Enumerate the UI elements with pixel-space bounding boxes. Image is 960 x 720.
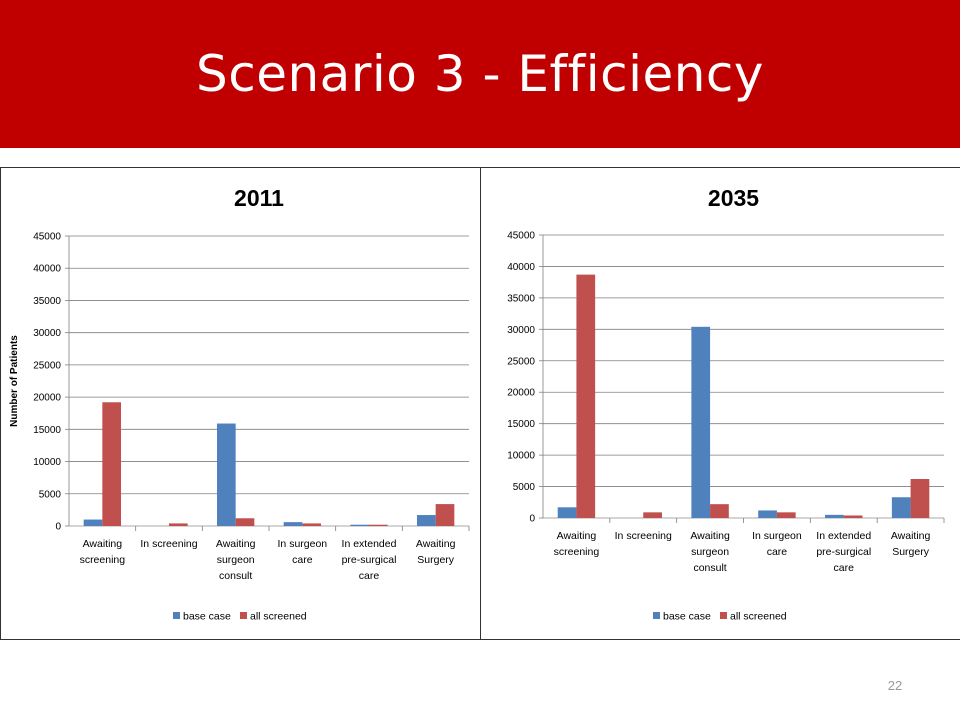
y-tick-label: 5000 — [513, 482, 536, 493]
bar-all-screened — [910, 479, 930, 518]
chart-panel-2011: 2011 Number of Patients 0 5000 10000 15000 200… — [0, 167, 481, 640]
x-tick-label-line: consult — [693, 562, 726, 574]
x-tick-label-line: care — [767, 546, 788, 558]
y-tick-label: 25000 — [507, 356, 535, 367]
y-tick-label: 20000 — [507, 388, 535, 399]
y-axis-label: Number of Patients — [9, 335, 20, 427]
bar-base-case — [825, 514, 844, 518]
legend-swatch — [653, 612, 660, 619]
bar-all-screened — [643, 512, 662, 518]
bar-base-case — [217, 423, 236, 526]
x-tick-label-line: In screening — [615, 530, 672, 542]
x-tick-label: Awaiting surgeon consult — [216, 538, 256, 582]
x-tick-label-line: Awaiting — [216, 538, 256, 550]
bar-base-case — [350, 524, 369, 526]
bar-all-screened — [576, 274, 596, 518]
x-tick-label-line: Surgery — [417, 554, 455, 566]
x-tick-label-line: In surgeon — [278, 538, 328, 550]
legend-swatch — [720, 612, 727, 619]
chart-2035: 2035 0 5000 10000 15000 20000 25000 30000 35000 4… — [507, 185, 945, 623]
x-tick-label: In surgeon care — [278, 538, 328, 566]
y-tick-label: 35000 — [33, 296, 61, 307]
y-tick-label: 0 — [55, 522, 61, 533]
y-tick-label: 15000 — [507, 419, 535, 430]
slide-title: Scenario 3 - Efficiency — [196, 45, 764, 103]
legend-swatch — [173, 612, 180, 619]
y-tick-label: 0 — [529, 514, 535, 525]
x-tick-label-line: pre-surgical — [816, 546, 871, 558]
x-tick-label-line: screening — [554, 546, 600, 558]
x-tick-label-line: Awaiting — [416, 538, 456, 550]
chart-title: 2011 — [234, 185, 284, 211]
x-tick-label-line: care — [359, 570, 380, 582]
x-tick-label-line: Awaiting — [891, 530, 931, 542]
x-tick-label-line: care — [292, 554, 313, 566]
x-tick-label-line: care — [834, 562, 855, 574]
legend-label: base case — [183, 611, 231, 623]
chart-panel-2035: 2035 0 5000 10000 15000 20000 25000 30000 35000 4… — [481, 167, 960, 640]
chart-2011: 2011 Number of Patients 0 5000 10000 15000 200… — [9, 185, 470, 623]
bar-all-screened — [710, 504, 729, 518]
y-tick-label: 30000 — [33, 328, 61, 339]
x-tick-label-line: In screening — [140, 538, 197, 550]
title-bar: Scenario 3 - Efficiency — [0, 0, 960, 148]
x-tick-label: Awaiting screening — [554, 530, 600, 558]
bar-all-screened — [776, 512, 796, 518]
y-tick-label: 10000 — [33, 457, 61, 468]
x-tick-label-line: In extended — [816, 530, 871, 542]
bar-all-screened — [102, 402, 121, 526]
bar-base-case — [417, 515, 436, 526]
legend-swatch — [240, 612, 247, 619]
y-tick-label: 30000 — [507, 325, 535, 336]
bar-base-case — [557, 507, 577, 518]
x-tick-label: In extended pre-surgical care — [342, 538, 397, 582]
x-tick-label: In screening — [615, 530, 672, 542]
x-tick-label: In screening — [140, 538, 197, 550]
y-tick-label: 35000 — [507, 293, 535, 304]
y-tick-label: 45000 — [33, 232, 61, 243]
y-tick-label: 45000 — [507, 231, 535, 242]
x-tick-label: Awaiting Surgery — [416, 538, 456, 566]
page-number: 22 — [887, 678, 903, 693]
bar-all-screened — [369, 524, 388, 526]
bar-base-case — [83, 519, 103, 526]
x-tick-label-line: Awaiting — [690, 530, 730, 542]
y-tick-label: 10000 — [507, 451, 535, 462]
legend-label: all screened — [250, 611, 307, 623]
x-tick-label: Awaiting surgeon consult — [690, 530, 730, 574]
x-tick-label-line: consult — [219, 570, 252, 582]
bar-base-case — [758, 510, 777, 518]
bar-base-case — [283, 522, 303, 526]
legend-label: base case — [663, 611, 711, 623]
x-tick-label: Awaiting Surgery — [891, 530, 931, 558]
bar-all-screened — [843, 515, 863, 518]
y-tick-label: 20000 — [33, 393, 61, 404]
x-tick-label-line: surgeon — [691, 546, 729, 558]
x-tick-label-line: Surgery — [892, 546, 930, 558]
bar-all-screened — [169, 523, 188, 526]
x-tick-label-line: Awaiting — [557, 530, 597, 542]
x-tick-label-line: screening — [80, 554, 126, 566]
x-tick-label-line: pre-surgical — [342, 554, 397, 566]
y-tick-label: 25000 — [33, 360, 61, 371]
x-tick-label-line: In extended — [342, 538, 397, 550]
bar-base-case — [691, 326, 711, 518]
bar-all-screened — [435, 504, 455, 526]
chart-title: 2035 — [708, 185, 759, 211]
x-tick-label: In extended pre-surgical care — [816, 530, 871, 574]
y-tick-label: 40000 — [507, 262, 535, 273]
x-tick-label: Awaiting screening — [80, 538, 126, 566]
x-tick-label-line: Awaiting — [83, 538, 123, 550]
x-tick-label: In surgeon care — [752, 530, 802, 558]
bar-all-screened — [235, 518, 255, 526]
x-tick-label-line: In surgeon — [752, 530, 802, 542]
bar-all-screened — [302, 523, 321, 526]
y-tick-label: 15000 — [33, 425, 61, 436]
x-tick-label-line: surgeon — [217, 554, 255, 566]
legend-label: all screened — [730, 611, 787, 623]
y-tick-label: 5000 — [39, 489, 62, 500]
y-tick-label: 40000 — [33, 264, 61, 275]
bar-base-case — [891, 497, 911, 518]
